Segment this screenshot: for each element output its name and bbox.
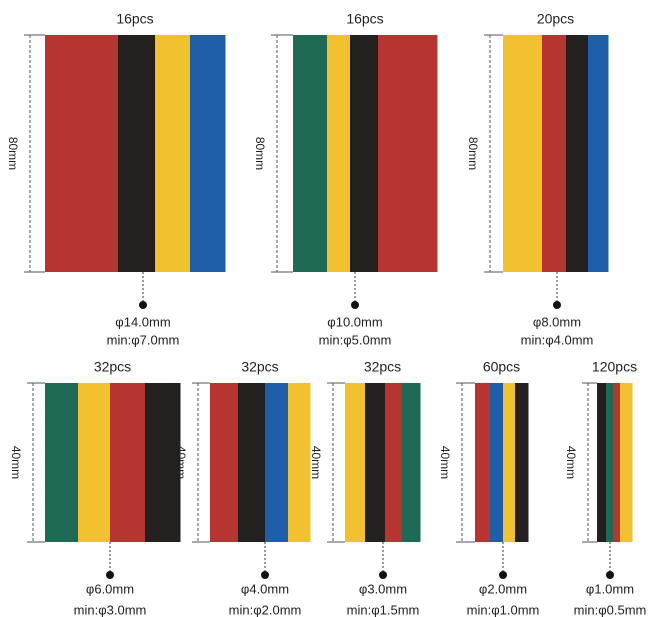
- tube: [210, 383, 239, 542]
- length-label: 40mm: [438, 446, 452, 479]
- pointer-dot: [106, 571, 114, 579]
- diameter-label: φ1.0mm: [586, 581, 634, 596]
- tube: [78, 383, 111, 542]
- min-diameter-label: min:φ4.0mm: [521, 332, 594, 347]
- tube-set: 32pcs 40mm φ3.0mm min:φ1.5mm: [309, 359, 421, 617]
- tube: [378, 35, 438, 272]
- pointer-dot: [139, 301, 147, 309]
- length-label: 40mm: [564, 446, 578, 479]
- pointer-dot: [553, 301, 561, 309]
- tube: [288, 383, 311, 542]
- piece-count: 32pcs: [364, 359, 401, 375]
- tube: [613, 383, 621, 542]
- min-diameter-label: min:φ1.5mm: [347, 602, 420, 617]
- tube: [620, 383, 633, 542]
- pointer-dot: [261, 571, 269, 579]
- tube: [45, 383, 79, 542]
- min-diameter-label: min:φ5.0mm: [319, 332, 392, 347]
- pointer-dot: [379, 571, 387, 579]
- min-diameter-label: min:φ2.0mm: [229, 602, 302, 617]
- length-label: 40mm: [174, 446, 188, 479]
- tube: [566, 35, 589, 272]
- length-label: 40mm: [9, 446, 23, 479]
- tube: [597, 383, 607, 542]
- pointer-dot: [351, 301, 359, 309]
- tube: [490, 383, 504, 542]
- tube: [385, 383, 403, 542]
- tube-set: 32pcs 40mm φ6.0mm min:φ3.0mm: [9, 359, 181, 617]
- tube: [327, 35, 351, 272]
- pointer-dot: [606, 571, 614, 579]
- length-label: 80mm: [466, 137, 480, 170]
- tube: [265, 383, 289, 542]
- piece-count: 16pcs: [346, 11, 383, 27]
- tube: [402, 383, 421, 542]
- tube-set: 120pcs 40mm φ1.0mm min:φ0.5mm: [564, 359, 647, 617]
- piece-count: 32pcs: [94, 359, 131, 375]
- diameter-label: φ3.0mm: [359, 581, 407, 596]
- tube: [365, 383, 386, 542]
- pointer-dot: [499, 571, 507, 579]
- tube-set: 16pcs 80mm φ10.0mm min:φ5.0mm: [253, 11, 438, 347]
- tube: [542, 35, 567, 272]
- min-diameter-label: min:φ7.0mm: [107, 332, 180, 347]
- diameter-label: φ14.0mm: [115, 314, 170, 329]
- min-diameter-label: min:φ3.0mm: [74, 602, 147, 617]
- tube: [110, 383, 146, 542]
- diameter-label: φ4.0mm: [241, 581, 289, 596]
- min-diameter-label: min:φ0.5mm: [574, 602, 647, 617]
- tube-set: 32pcs 40mm φ4.0mm min:φ2.0mm: [174, 359, 311, 617]
- diameter-label: φ10.0mm: [327, 314, 382, 329]
- tube: [155, 35, 191, 272]
- tube: [515, 383, 529, 542]
- piece-count: 60pcs: [483, 359, 520, 375]
- diameter-label: φ2.0mm: [479, 581, 527, 596]
- tube: [588, 35, 609, 272]
- tube: [606, 383, 614, 542]
- tube: [345, 383, 366, 542]
- tube-set: 60pcs 40mm φ2.0mm min:φ1.0mm: [438, 359, 540, 617]
- piece-count: 32pcs: [241, 359, 278, 375]
- piece-count: 120pcs: [592, 359, 637, 375]
- tube: [45, 35, 119, 272]
- tube: [475, 383, 491, 542]
- tube-set: 20pcs 80mm φ8.0mm min:φ4.0mm: [466, 11, 609, 347]
- min-diameter-label: min:φ1.0mm: [467, 602, 540, 617]
- piece-count: 20pcs: [537, 11, 574, 27]
- tube: [293, 35, 328, 272]
- piece-count: 16pcs: [116, 11, 153, 27]
- tube: [118, 35, 156, 272]
- tube: [350, 35, 379, 272]
- tube: [238, 383, 266, 542]
- diameter-label: φ8.0mm: [533, 314, 581, 329]
- diameter-label: φ6.0mm: [86, 581, 134, 596]
- tube: [503, 383, 516, 542]
- tube: [503, 35, 543, 272]
- tube-set: 16pcs 80mm φ14.0mm min:φ7.0mm: [6, 11, 226, 347]
- length-label: 40mm: [309, 446, 323, 479]
- length-label: 80mm: [253, 137, 267, 170]
- length-label: 80mm: [6, 137, 20, 170]
- tube: [145, 383, 181, 542]
- tube: [190, 35, 226, 272]
